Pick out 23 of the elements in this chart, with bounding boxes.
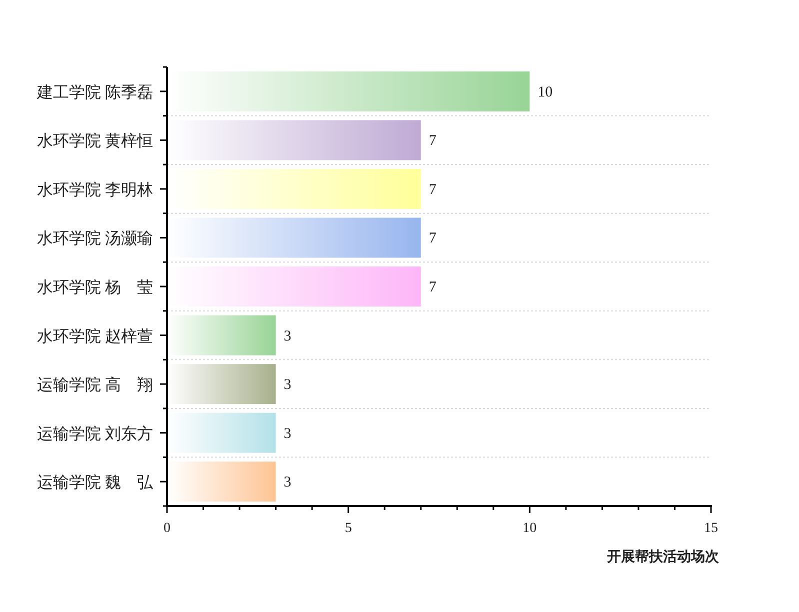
y-tick-label: 建工学院 陈季磊: [36, 83, 153, 102]
data-label: 7: [428, 182, 437, 198]
x-tick-label: 15: [704, 521, 718, 536]
data-label: 7: [428, 133, 437, 150]
y-tick-label: 运输学院 魏 弘: [37, 474, 154, 492]
x-tick-label: 0: [164, 521, 170, 536]
y-tick-label: 水环学院 杨 莹: [37, 278, 153, 296]
x-axis-title: 开展帮扶活动场次: [606, 549, 720, 565]
data-label: 7: [428, 280, 437, 296]
data-label: 10: [538, 84, 553, 100]
data-label: 3: [284, 474, 292, 491]
data-label: 3: [284, 377, 292, 394]
data-label: 3: [284, 328, 292, 344]
y-tick-label: 运输学院 刘东方: [37, 424, 153, 443]
data-label: 3: [284, 426, 292, 442]
data-label: 7: [428, 230, 437, 247]
x-tick-label: 10: [522, 521, 537, 536]
x-tick-label: 5: [344, 521, 352, 536]
y-tick-label: 水环学院 汤灏瑜: [37, 230, 153, 248]
y-tick-label: 水环学院 黄梓恒: [37, 132, 153, 150]
y-tick-label: 运输学院 高 翔: [37, 376, 153, 394]
y-tick-label: 水环学院 李明林: [37, 180, 153, 199]
y-tick-label: 水环学院 赵梓萱: [37, 327, 153, 346]
